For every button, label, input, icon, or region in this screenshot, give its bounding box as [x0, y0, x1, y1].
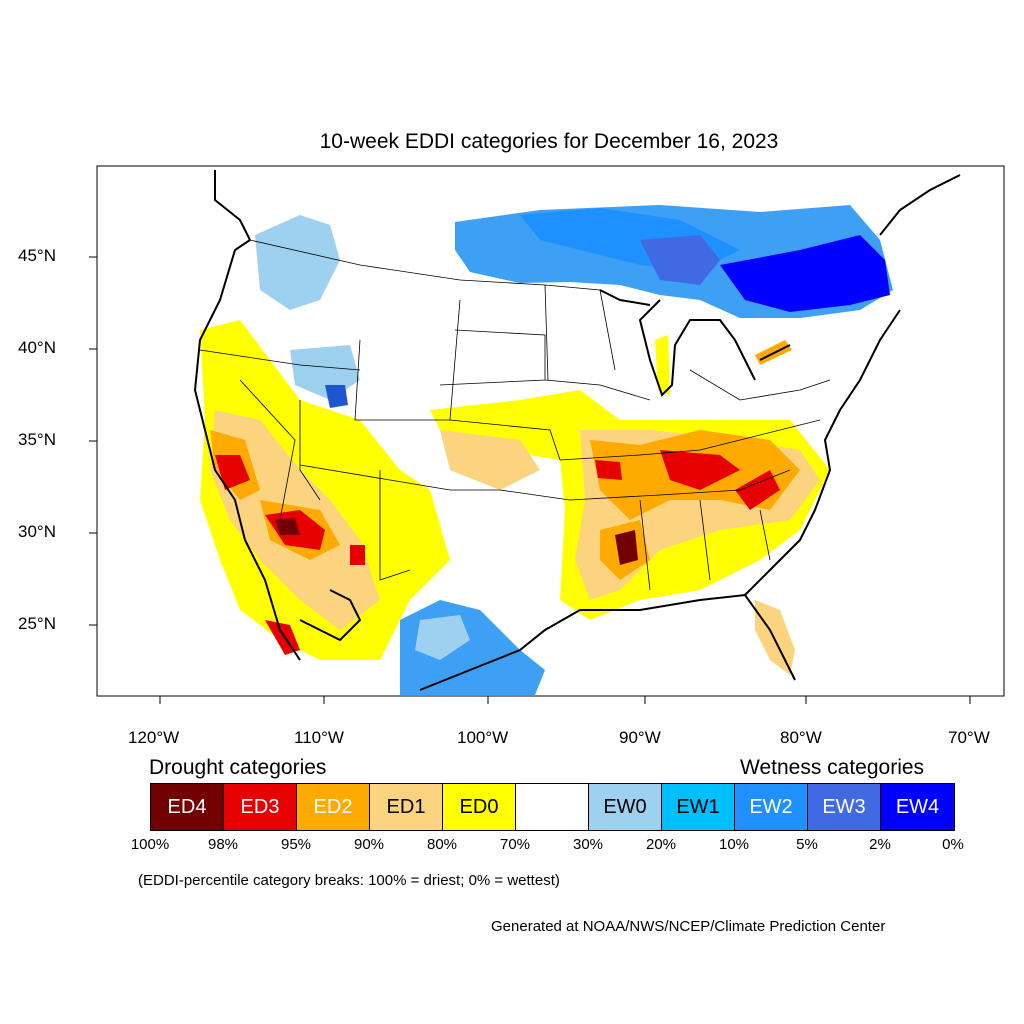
legend-swatch: EW0 — [589, 784, 662, 830]
legend-swatch: ED3 — [224, 784, 297, 830]
map-title: 10-week EDDI categories for December 16,… — [319, 130, 779, 153]
wet-area-idaho — [290, 345, 360, 400]
legend-swatch: EW1 — [662, 784, 735, 830]
percentile-label: 95% — [280, 836, 312, 853]
state-boundaries — [199, 239, 831, 591]
lat-label: 25°N — [18, 614, 56, 633]
lat-label: 45°N — [18, 246, 56, 265]
lat-label: 40°N — [18, 338, 56, 357]
lon-label: 120°W — [128, 728, 180, 747]
dry-area-carolina-ed3 — [735, 470, 780, 510]
dry-area-mississippi-ed4 — [615, 530, 638, 565]
dry-area-arizona-ed4 — [275, 518, 300, 535]
lat-label: 35°N — [18, 430, 56, 449]
wet-area-ew3 — [640, 235, 720, 285]
percentile-label: 2% — [869, 836, 891, 853]
legend-swatch: EW4 — [881, 784, 954, 830]
dry-area-california-ed3 — [215, 455, 250, 490]
legend-swatch: EW2 — [735, 784, 808, 830]
lon-label: 110°W — [294, 728, 344, 747]
drought-categories-heading: Drought categories — [149, 756, 327, 779]
legend-note: (EDDI-percentile category breaks: 100% =… — [138, 872, 560, 889]
percentile-label: 90% — [353, 836, 385, 853]
dry-area-kansas-ed1 — [440, 430, 540, 490]
lat-label: 30°N — [18, 522, 56, 541]
percentile-label: 100% — [130, 836, 170, 853]
wet-area-ew4 — [720, 235, 890, 312]
wet-area-utah — [325, 385, 348, 408]
percentile-label: 5% — [796, 836, 818, 853]
lon-label: 70°W — [948, 728, 990, 747]
percentile-label: 98% — [207, 836, 239, 853]
credit-text: Generated at NOAA/NWS/NCEP/Climate Predi… — [491, 918, 886, 935]
coastline — [193, 170, 961, 691]
legend-swatch: ED2 — [297, 784, 370, 830]
dry-area-tennessee-ed3 — [660, 450, 740, 490]
percentile-label: 10% — [718, 836, 750, 853]
percentile-label: 70% — [499, 836, 531, 853]
legend-swatch — [516, 784, 589, 830]
legend-swatch: ED4 — [151, 784, 224, 830]
lon-label: 90°W — [619, 728, 661, 747]
axis-ticks — [89, 256, 971, 704]
percentile-label: 20% — [645, 836, 677, 853]
dry-area-michigan-ed0 — [655, 335, 670, 395]
percentile-label: 0% — [942, 836, 964, 853]
lon-label: 100°W — [457, 728, 509, 747]
legend-swatch: ED1 — [370, 784, 443, 830]
lon-label: 80°W — [780, 728, 822, 747]
wetness-categories-heading: Wetness categories — [740, 756, 925, 779]
category-legend: ED4 ED3 ED2 ED1 ED0 EW0 EW1 EW2 EW3 EW4 — [150, 783, 955, 831]
dry-area-arkansas-ed3 — [595, 460, 622, 480]
dry-area-sonora-ed3 — [350, 545, 365, 565]
dry-area-florida — [755, 600, 795, 675]
wet-area-texas-edge — [415, 615, 470, 660]
legend-swatch: EW3 — [808, 784, 881, 830]
wet-area-northwest — [255, 215, 340, 310]
percentile-label: 30% — [572, 836, 604, 853]
percentile-label: 80% — [426, 836, 458, 853]
legend-swatch: ED0 — [443, 784, 516, 830]
